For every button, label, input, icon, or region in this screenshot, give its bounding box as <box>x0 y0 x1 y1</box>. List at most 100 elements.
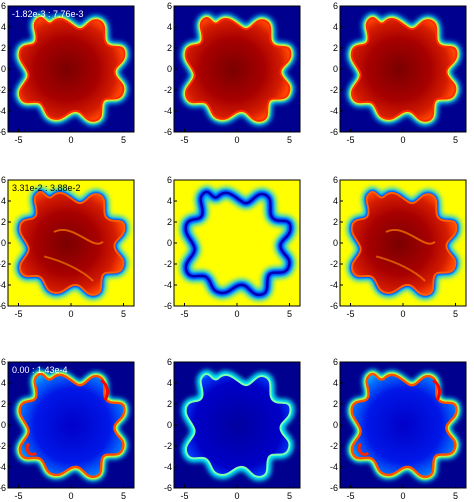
y-tick-label: -4 <box>330 280 338 290</box>
y-tick-label: -2 <box>164 259 172 269</box>
y-tick-label: 2 <box>1 399 6 409</box>
range-label-row-1: -1.82e-3 : 7.76e-3 <box>12 9 84 19</box>
y-tick-label: 0 <box>1 238 6 248</box>
x-tick-label: 0 <box>68 135 73 145</box>
y-tick-label: 2 <box>167 43 172 53</box>
panel-r1-c1: 6 4 2 0 -2 -4 -6 -5 0 5 <box>0 1 135 145</box>
y-tick-label: 2 <box>167 399 172 409</box>
x-tick-label: -5 <box>180 135 188 145</box>
y-tick-label: -4 <box>164 462 172 472</box>
y-tick-label: -6 <box>330 301 338 311</box>
y-tick-label: -4 <box>164 280 172 290</box>
y-tick-label: -6 <box>330 127 338 137</box>
y-tick-label: 2 <box>167 217 172 227</box>
y-tick-label: 6 <box>333 175 338 185</box>
x-tick-label: 5 <box>287 135 292 145</box>
x-tick-label: 5 <box>287 491 292 501</box>
heatmap-field <box>352 192 457 295</box>
panel-r2-c2: 6 4 2 0 -2 -4 -6 -5 0 5 <box>164 175 301 319</box>
y-tick-label: 6 <box>167 1 172 11</box>
x-tick-label: 5 <box>453 309 458 319</box>
panel-r3-c2: 6 4 2 0 -2 -4 -6 -5 0 5 <box>164 357 301 501</box>
y-tick-label: -6 <box>164 127 172 137</box>
y-tick-label: 0 <box>167 238 172 248</box>
panel-r2-c3: 6 4 2 0 -2 -4 -6 -5 0 5 <box>330 175 467 319</box>
x-tick-label: 5 <box>121 135 126 145</box>
y-tick-label: 2 <box>1 217 6 227</box>
y-tick-label: -4 <box>0 280 6 290</box>
x-tick-label: 5 <box>453 135 458 145</box>
x-tick-label: 0 <box>400 491 405 501</box>
heatmap-field <box>20 192 125 295</box>
y-tick-label: -4 <box>0 462 6 472</box>
y-tick-label: 0 <box>167 420 172 430</box>
y-tick-label: -2 <box>164 441 172 451</box>
x-tick-label: 0 <box>234 491 239 501</box>
x-tick-label: 5 <box>121 491 126 501</box>
x-tick-label: 5 <box>453 491 458 501</box>
x-tick-label: -5 <box>14 491 22 501</box>
y-tick-label: 0 <box>333 64 338 74</box>
panel-r2-c1: 6 4 2 0 -2 -4 -6 -5 0 5 <box>0 175 135 319</box>
y-tick-label: 6 <box>1 357 6 367</box>
x-tick-label: 0 <box>234 309 239 319</box>
y-tick-label: -6 <box>0 127 6 137</box>
panel-r3-c1: 6 4 2 0 -2 -4 -6 -5 0 5 <box>0 357 135 501</box>
y-tick-label: 6 <box>333 1 338 11</box>
y-tick-label: 0 <box>1 64 6 74</box>
y-tick-label: 0 <box>1 420 6 430</box>
x-tick-label: -5 <box>346 135 354 145</box>
y-tick-label: 4 <box>333 196 338 206</box>
y-tick-label: 4 <box>1 22 6 32</box>
x-tick-label: -5 <box>346 309 354 319</box>
y-tick-label: 2 <box>333 217 338 227</box>
x-tick-label: 5 <box>121 309 126 319</box>
y-tick-label: 0 <box>167 64 172 74</box>
heatmap-field <box>352 374 457 477</box>
panel-r3-c3: 6 4 2 0 -2 -4 -6 -5 0 5 <box>330 357 467 501</box>
y-tick-label: 6 <box>1 175 6 185</box>
x-tick-label: 0 <box>400 309 405 319</box>
y-tick-label: -4 <box>164 106 172 116</box>
y-tick-label: -2 <box>330 85 338 95</box>
y-tick-label: 6 <box>167 175 172 185</box>
x-tick-label: 0 <box>234 135 239 145</box>
y-tick-label: 6 <box>1 1 6 11</box>
y-tick-label: 4 <box>167 378 172 388</box>
y-tick-label: -4 <box>0 106 6 116</box>
x-tick-label: -5 <box>180 491 188 501</box>
heatmap-field <box>20 374 125 477</box>
y-tick-label: 4 <box>1 378 6 388</box>
panel-r1-c3: 6 4 2 0 -2 -4 -6 -5 0 5 <box>330 1 467 145</box>
y-tick-label: -6 <box>164 483 172 493</box>
x-tick-label: -5 <box>14 309 22 319</box>
x-tick-label: 0 <box>68 309 73 319</box>
x-tick-label: 0 <box>68 491 73 501</box>
y-tick-label: -2 <box>164 85 172 95</box>
y-tick-label: -6 <box>330 483 338 493</box>
x-tick-label: -5 <box>180 309 188 319</box>
y-tick-label: 4 <box>333 22 338 32</box>
y-tick-label: 2 <box>333 43 338 53</box>
x-tick-label: 5 <box>287 309 292 319</box>
y-tick-label: 6 <box>333 357 338 367</box>
y-tick-label: -6 <box>164 301 172 311</box>
y-tick-label: 0 <box>333 238 338 248</box>
y-tick-label: 4 <box>167 22 172 32</box>
range-label-row-2: 3.31e-2 : 3.88e-2 <box>12 183 81 193</box>
y-tick-label: -2 <box>0 441 6 451</box>
y-tick-label: 4 <box>167 196 172 206</box>
y-tick-label: -2 <box>0 85 6 95</box>
y-tick-label: 2 <box>333 399 338 409</box>
y-tick-label: 4 <box>1 196 6 206</box>
x-tick-label: 0 <box>400 135 405 145</box>
y-tick-label: -2 <box>330 441 338 451</box>
y-tick-label: -4 <box>330 106 338 116</box>
x-tick-label: -5 <box>346 491 354 501</box>
y-tick-label: -4 <box>330 462 338 472</box>
y-tick-label: -2 <box>330 259 338 269</box>
y-tick-label: 0 <box>333 420 338 430</box>
y-tick-label: -6 <box>0 301 6 311</box>
